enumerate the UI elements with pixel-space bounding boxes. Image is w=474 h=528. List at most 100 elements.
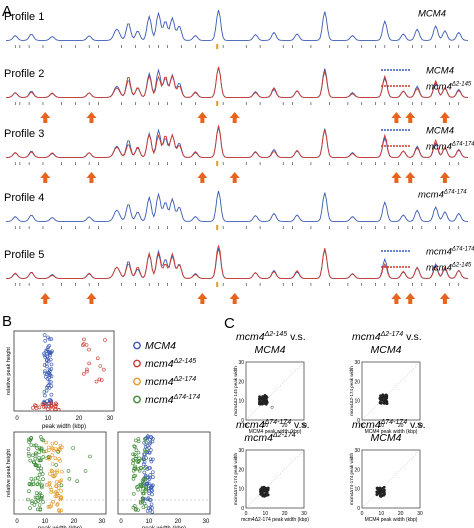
data-point: [49, 392, 54, 397]
data-point: [138, 499, 143, 504]
data-point: [36, 482, 40, 486]
data-point: [135, 485, 139, 490]
legend-dot: [402, 266, 404, 268]
legend-dot: [399, 266, 401, 268]
plot-frame: [117, 431, 211, 515]
data-point: [35, 495, 40, 500]
data-point: [48, 369, 52, 374]
data-point: [145, 444, 150, 448]
legend-entry: MCM4: [418, 9, 446, 20]
legend-dot: [399, 69, 401, 71]
data-point: [54, 484, 58, 488]
legend-dot: [393, 85, 395, 87]
x-axis-label: MCM4 peak width (kbp): [365, 429, 418, 435]
data-point: [37, 492, 42, 497]
y-tick-label: 30: [354, 448, 360, 454]
arrow-icon: [197, 112, 208, 123]
data-point: [148, 473, 153, 477]
x-ticks: 0 10 20 30: [119, 519, 210, 525]
y-tick-label: 20: [238, 467, 244, 473]
data-point: [43, 374, 48, 379]
data-point: [262, 486, 266, 490]
plot-frame: [245, 361, 305, 421]
x-tick-label: 10: [45, 416, 52, 422]
profile-trace: [6, 66, 468, 98]
data-point: [150, 510, 155, 514]
data-point: [47, 367, 52, 372]
data-point: [137, 468, 142, 473]
data-point: [28, 506, 32, 510]
data-point: [150, 506, 154, 510]
data-point: [143, 466, 147, 471]
data-point: [49, 374, 54, 379]
data-point: [53, 494, 58, 499]
arrow-icon: [391, 172, 402, 183]
data-point: [264, 487, 268, 490]
x-tick-label: 0: [245, 423, 248, 429]
data-point: [35, 446, 39, 451]
panel-b-legend: MCM4 mcm4Δ2-145 mcm4Δ2-174 mcm4Δ74-174: [133, 340, 200, 406]
legend-dot: [402, 129, 404, 131]
arrow-icon: [391, 112, 402, 123]
legend-dot: [402, 85, 404, 87]
data-point: [82, 337, 86, 342]
data-point: [44, 349, 48, 354]
data-point: [47, 371, 51, 376]
data-point: [55, 503, 59, 507]
plot-title: MCM4: [371, 432, 402, 444]
data-point: [376, 486, 380, 490]
profile-trace: [6, 9, 469, 41]
legend-entry: MCM4: [426, 126, 454, 137]
data-point: [26, 497, 30, 502]
data-point: [47, 380, 52, 384]
profile-trace: [6, 126, 469, 158]
x-axis-label: MCM4 peak width (kbp): [249, 429, 302, 435]
data-point: [96, 356, 100, 361]
data-point: [260, 396, 264, 400]
plot-title: mcm4Δ2-174 v.s.: [352, 331, 422, 343]
data-point: [133, 473, 138, 478]
data-point: [42, 333, 47, 337]
data-point: [97, 377, 102, 382]
y-axis-label: mcm4Δ74-174 peak width: [233, 452, 238, 505]
data-point: [43, 393, 47, 398]
data-point: [37, 450, 42, 454]
data-point: [265, 401, 269, 404]
data-point: [58, 497, 63, 502]
legend-dot: [396, 85, 398, 87]
data-point: [140, 479, 145, 483]
data-point: [142, 470, 147, 475]
data-point: [132, 491, 136, 496]
data-point: [133, 438, 138, 443]
legend-entry: mcm4Δ74-174: [426, 247, 474, 258]
legend-dot: [408, 266, 410, 268]
profile-trace: [6, 245, 469, 279]
data-point: [263, 490, 267, 493]
x-ticks: 0 10 20 30: [15, 519, 106, 525]
legend-dot: [381, 250, 383, 252]
data-point: [30, 501, 34, 505]
data-point: [49, 487, 54, 492]
data-point: [49, 504, 53, 509]
legend-dot: [381, 145, 383, 147]
data-point: [34, 463, 39, 468]
data-point: [49, 490, 54, 494]
legend-dot: [399, 145, 401, 147]
data-point: [136, 450, 141, 455]
panel-a-letter: A: [2, 3, 12, 20]
data-point: [71, 446, 75, 450]
data-point: [136, 467, 141, 471]
legend-dot: [408, 250, 410, 252]
legend-dot: [396, 250, 398, 252]
data-point: [378, 488, 382, 492]
data-point: [50, 407, 54, 411]
data-point: [35, 507, 40, 512]
x-axis-label: peak width (kbp): [38, 526, 82, 528]
arrow-icon: [439, 172, 450, 183]
data-point: [138, 482, 143, 487]
data-point: [29, 482, 34, 487]
arrow-icon: [229, 172, 240, 183]
data-point: [66, 469, 71, 473]
profile-label: Profile 3: [4, 128, 44, 140]
